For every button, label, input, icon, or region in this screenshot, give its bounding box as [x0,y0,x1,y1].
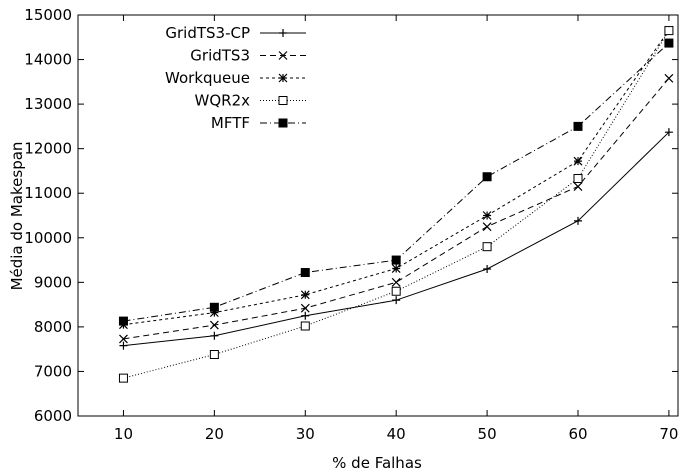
legend-swatch-marker [278,73,288,83]
series-wqr2x [118,26,674,383]
data-point [664,38,674,48]
data-point [573,121,583,131]
y-tick-label: 10000 [24,229,72,247]
data-point [664,128,673,137]
data-point [300,268,310,278]
data-point [391,286,401,296]
legend-swatch-marker [278,118,288,128]
legend: GridTS3-CP GridTS3 Workqueue WQR2x MFTF [165,24,306,132]
series-layer [118,25,674,383]
legend-label: MFTF [211,114,250,132]
data-point [300,321,310,331]
data-point [391,255,401,265]
data-point [209,320,219,330]
data-point [573,174,583,184]
y-tick-label: 15000 [24,6,72,24]
data-point [664,26,674,36]
data-point [209,350,219,360]
y-tick-label: 12000 [24,140,72,158]
data-point [573,182,583,191]
legend-label: GridTS3-CP [165,24,250,42]
data-point [392,296,401,305]
y-tick-label: 6000 [34,407,72,425]
x-tick-label: 50 [478,425,497,443]
data-point [482,242,492,252]
legend-item: WQR2x [195,92,306,110]
x-tick-label: 60 [568,425,587,443]
series-mftf [118,38,674,326]
series-line [123,131,670,347]
x-tick-label: 30 [296,425,315,443]
data-point [119,341,128,350]
x-tick-label: 40 [387,425,406,443]
data-point [209,302,219,312]
y-axis-label-group: Média do Makespan [8,142,26,291]
series-gridts3 [119,73,674,344]
x-tick-label: 10 [114,425,133,443]
data-point [482,222,492,232]
data-point [482,211,492,220]
legend-label: GridTS3 [190,47,250,65]
y-axis-title: Média do Makespan [8,142,26,291]
data-point [391,277,401,287]
data-point [482,172,492,182]
data-point [209,308,219,318]
data-point [118,373,128,383]
legend-item: GridTS3-CP [165,24,306,42]
data-point [210,331,219,340]
legend-label: WQR2x [195,92,251,110]
data-point [573,156,583,166]
data-point [301,311,310,320]
data-point [391,264,401,273]
legend-item: GridTS3 [190,47,306,65]
series-gridts3-cp [119,128,673,350]
data-point [483,264,492,273]
y-tick-label: 11000 [24,184,72,202]
x-axis-title: % de Falhas [332,454,422,472]
x-tick-label: 20 [205,425,224,443]
y-tick-label: 9000 [34,273,72,291]
y-tick-label: 8000 [34,318,72,336]
legend-swatch-marker [278,96,288,105]
plot-frame [77,14,679,417]
y-tick-label: 7000 [34,362,72,380]
data-point [300,290,310,300]
x-tick-label: 70 [659,425,678,443]
legend-label: Workqueue [165,69,250,87]
y-tick-label: 14000 [24,51,72,69]
data-point [300,303,310,313]
legend-swatch-marker [279,29,287,37]
data-point [664,73,674,83]
legend-item: MFTF [211,114,306,132]
axes: 6000 7000 8000 9000 10000 11000 12000 13000 1400… [24,6,679,443]
y-tick-label: 13000 [24,95,72,113]
data-point [574,216,582,225]
data-point [118,316,128,326]
legend-swatch-marker [278,51,288,60]
legend-item: Workqueue [165,69,306,87]
data-point [119,334,128,344]
